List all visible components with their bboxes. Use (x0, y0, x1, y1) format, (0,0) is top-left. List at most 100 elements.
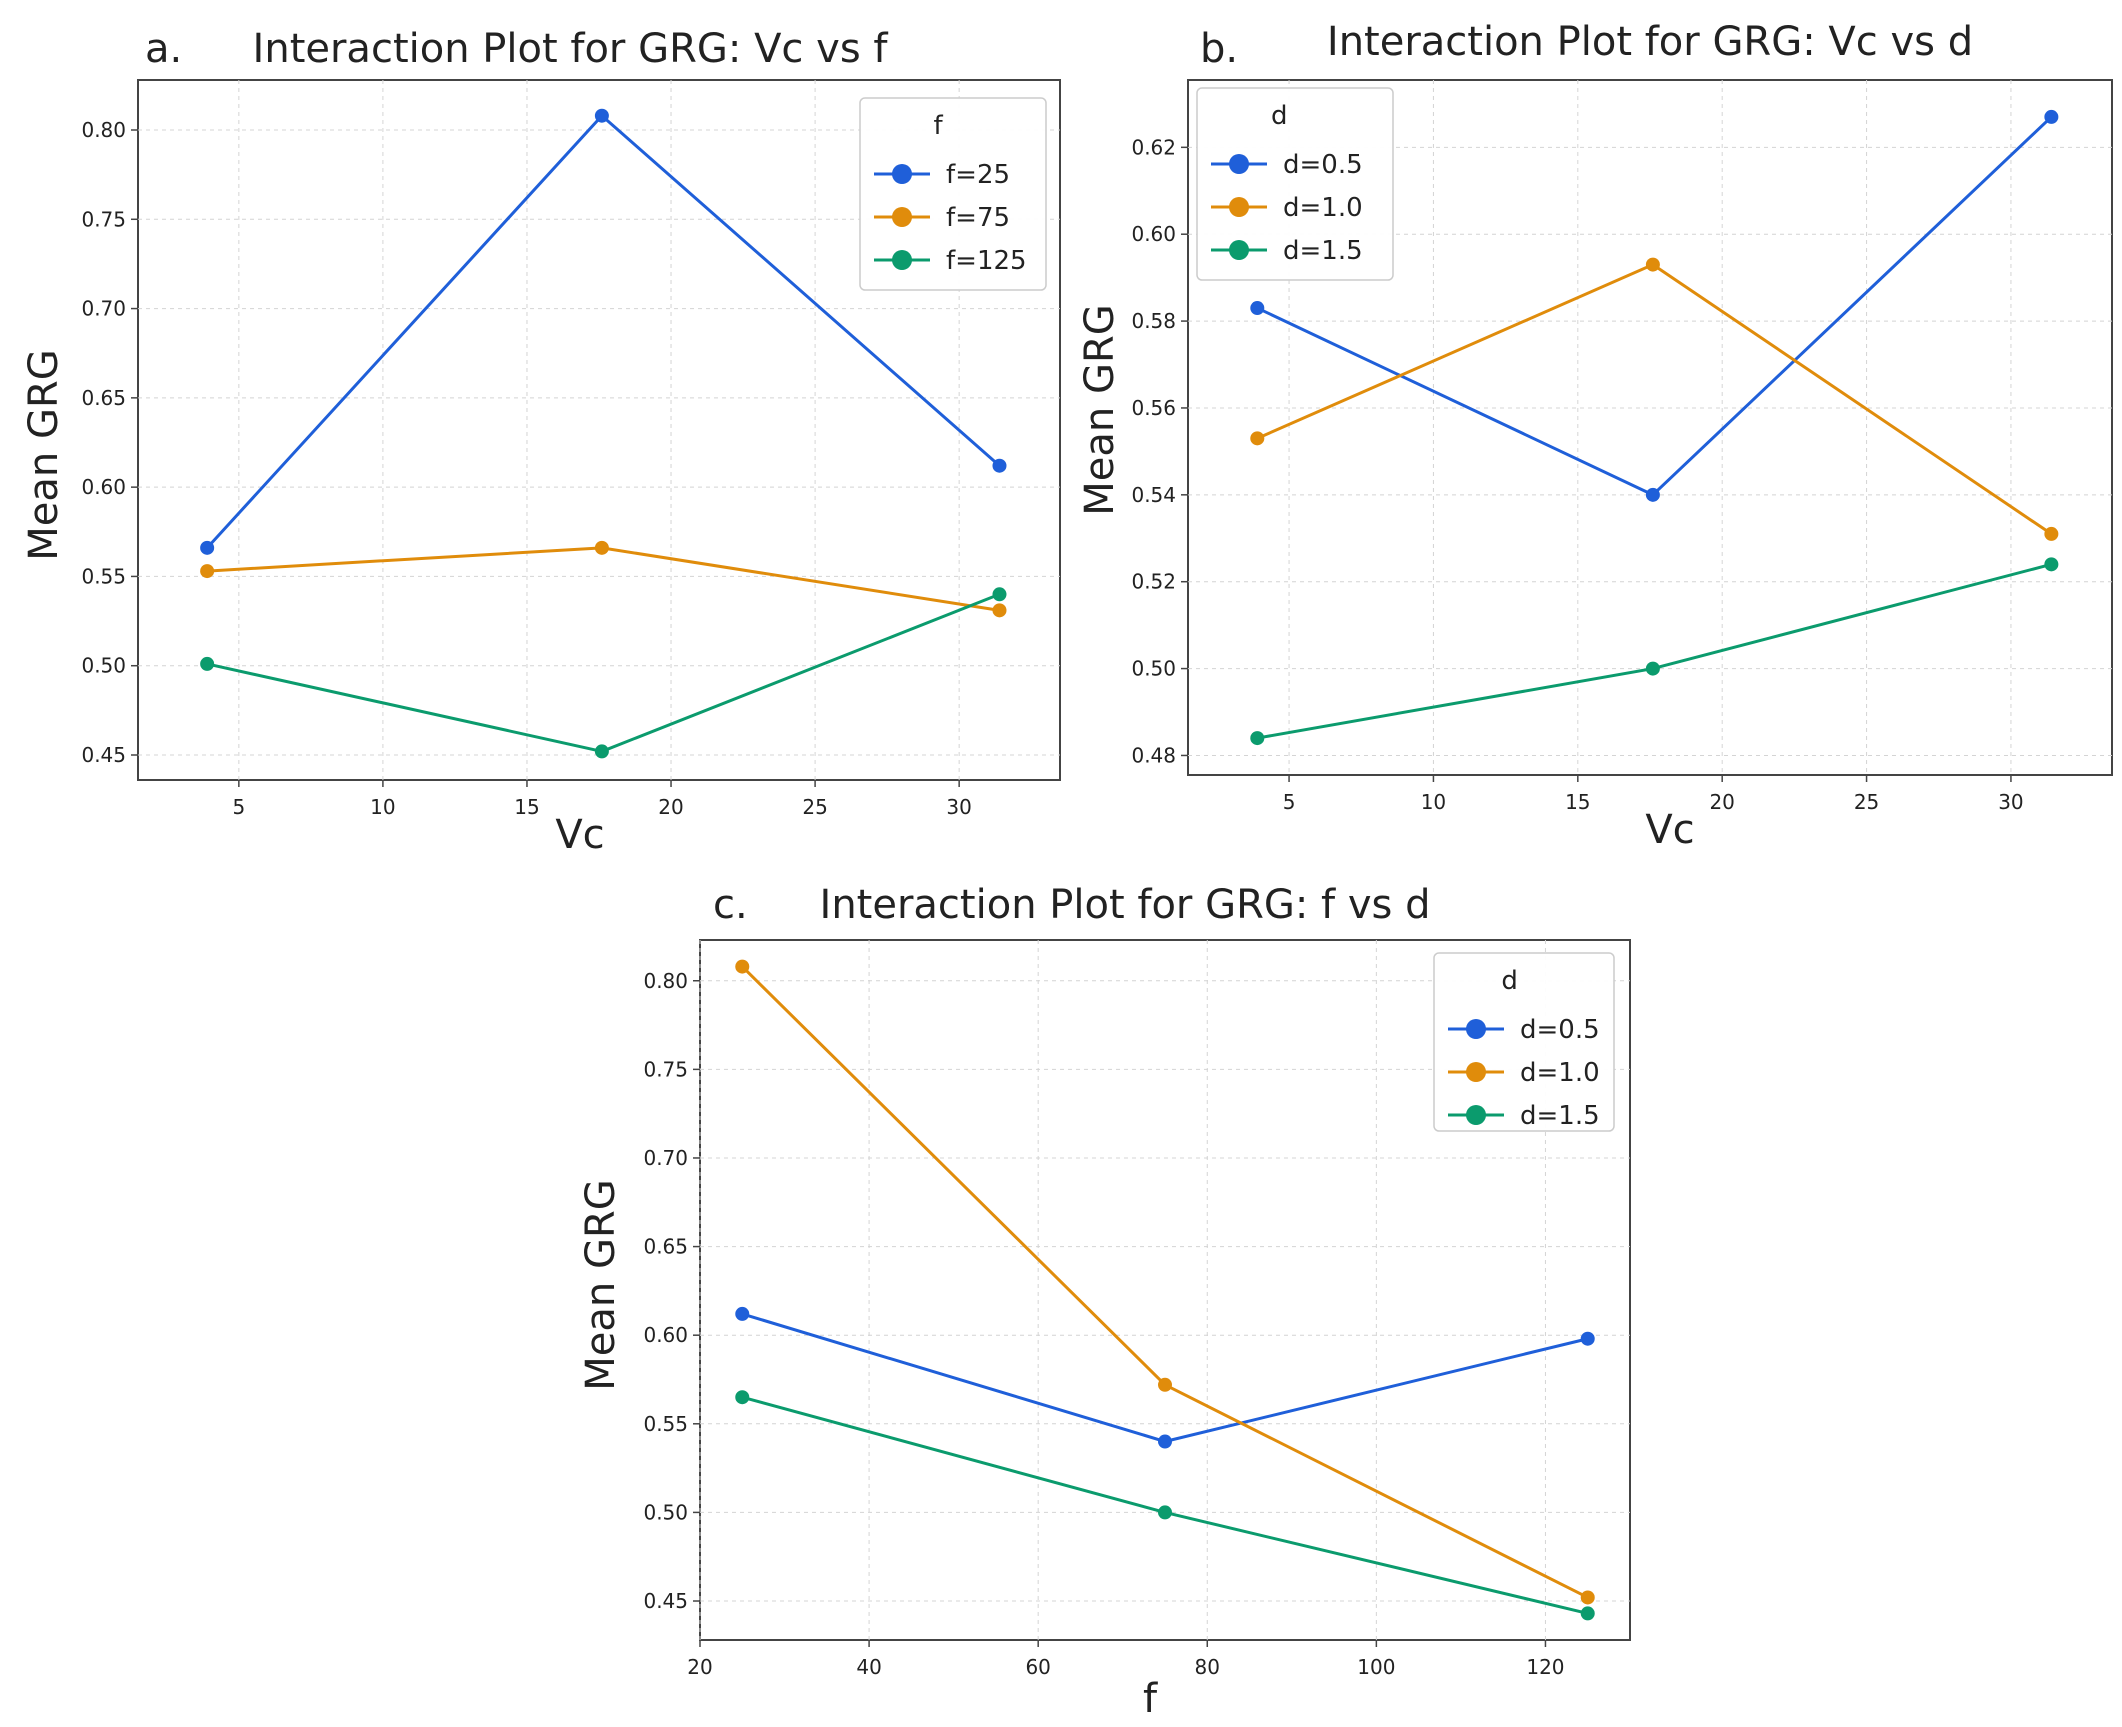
y-tick-label: 0.75 (643, 1057, 688, 1081)
y-tick-label: 0.70 (81, 297, 126, 321)
x-axis-label: Vc (555, 812, 604, 858)
x-tick-label: 20 (687, 1655, 712, 1679)
y-axis-label: Mean GRG (21, 349, 67, 560)
x-tick-label: 10 (1421, 790, 1446, 814)
data-point-f=75 (992, 603, 1007, 618)
data-point-d=1.5 (1580, 1606, 1595, 1621)
data-point-d=1.0 (2044, 526, 2059, 541)
legend-label: f=25 (946, 160, 1010, 190)
legend-marker-d=1.5 (1229, 240, 1249, 260)
legend-marker-f=75 (892, 207, 912, 227)
chart-title: Interaction Plot for GRG: f vs d (820, 882, 1431, 928)
data-point-d=0.5 (1645, 487, 1660, 502)
y-tick-label: 0.65 (81, 386, 126, 410)
x-tick-label: 40 (856, 1655, 881, 1679)
x-tick-label: 120 (1526, 1655, 1564, 1679)
data-point-d=1.5 (735, 1390, 750, 1405)
y-tick-label: 0.48 (1131, 743, 1176, 767)
legend-label: d=1.0 (1283, 193, 1363, 223)
x-tick-label: 10 (370, 795, 395, 819)
legend-label: f=75 (946, 203, 1010, 233)
data-point-d=1.0 (1580, 1590, 1595, 1605)
x-tick-label: 25 (1854, 790, 1879, 814)
data-point-d=1.0 (735, 959, 750, 974)
y-tick-label: 0.56 (1131, 396, 1176, 420)
y-tick-label: 0.50 (81, 654, 126, 678)
x-axis-label: f (1143, 1676, 1158, 1722)
legend-box (1196, 87, 1394, 281)
legend-marker-d=0.5 (1229, 154, 1249, 174)
data-point-d=1.0 (1250, 431, 1265, 446)
legend-marker-d=1.5 (1466, 1105, 1486, 1125)
y-tick-label: 0.54 (1131, 483, 1176, 507)
x-tick-label: 100 (1357, 1655, 1395, 1679)
y-tick-label: 0.52 (1131, 570, 1176, 594)
chart-vc-vs-f: a. Interaction Plot for GRG: Vc vs f Vc … (21, 26, 1061, 858)
panel-letter: b. (1200, 26, 1238, 72)
y-tick-label: 0.70 (643, 1146, 688, 1170)
legend: dd=0.5 d=1.0 d=1.5 (1433, 952, 1615, 1132)
legend-title: d (1501, 966, 1518, 996)
y-tick-label: 0.55 (81, 564, 126, 588)
y-tick-label: 0.65 (643, 1235, 688, 1259)
y-tick-label: 0.60 (81, 475, 126, 499)
legend-box (1433, 952, 1615, 1132)
legend-label: d=1.5 (1520, 1101, 1600, 1131)
data-point-f=75 (200, 564, 215, 579)
x-tick-label: 15 (1565, 790, 1590, 814)
data-point-d=1.5 (1158, 1505, 1172, 1520)
x-tick-label: 20 (1709, 790, 1734, 814)
x-tick-label: 20 (658, 795, 683, 819)
y-tick-label: 0.80 (643, 969, 688, 993)
y-axis-label: Mean GRG (1077, 304, 1123, 515)
legend: d d=0.5 d=1.0 d=1.5 (1196, 87, 1394, 281)
legend-marker-d=1.0 (1466, 1062, 1486, 1082)
data-point-d=1.0 (1645, 257, 1660, 272)
x-tick-label: 5 (1283, 790, 1296, 814)
y-tick-label: 0.62 (1131, 135, 1176, 159)
data-point-f=125 (594, 744, 609, 759)
data-point-f=75 (594, 540, 609, 555)
y-tick-label: 0.45 (81, 743, 126, 767)
legend-label: d=1.0 (1520, 1058, 1600, 1088)
panel-letter: c. (713, 882, 748, 928)
legend-title: d (1271, 101, 1288, 131)
legend-marker-f=125 (892, 250, 912, 270)
data-point-f=25 (992, 458, 1007, 473)
y-tick-label: 0.58 (1131, 309, 1176, 333)
legend-marker-d=0.5 (1466, 1019, 1486, 1039)
legend-label: d=1.5 (1283, 236, 1363, 266)
data-point-f=125 (200, 656, 215, 671)
data-point-d=1.5 (2044, 557, 2059, 572)
x-tick-label: 5 (232, 795, 245, 819)
legend-label: f=125 (946, 246, 1027, 276)
data-point-d=1.5 (1645, 661, 1660, 676)
y-tick-label: 0.60 (643, 1323, 688, 1347)
data-point-d=0.5 (1250, 301, 1265, 316)
data-point-f=125 (992, 587, 1007, 602)
legend: ff=25 f=75 f=125 (859, 97, 1047, 291)
chart-title: Interaction Plot for GRG: Vc vs d (1327, 19, 1973, 65)
panel-letter: a. (145, 26, 182, 72)
legend-title: f (934, 111, 944, 141)
data-point-f=25 (594, 108, 609, 123)
chart-f-vs-d: c. Interaction Plot for GRG: f vs d f Me… (578, 882, 1631, 1722)
x-tick-label: 15 (514, 795, 539, 819)
legend-marker-d=1.0 (1229, 197, 1249, 217)
data-point-d=0.5 (1158, 1434, 1172, 1449)
x-tick-label: 30 (946, 795, 971, 819)
chart-vc-vs-d: b. Interaction Plot for GRG: Vc vs d Vc … (1077, 19, 2113, 853)
y-tick-label: 0.75 (81, 207, 126, 231)
data-point-d=0.5 (2044, 109, 2059, 124)
y-axis-label: Mean GRG (578, 1179, 624, 1390)
data-point-d=1.5 (1250, 731, 1265, 746)
legend-label: d=0.5 (1520, 1015, 1600, 1045)
data-point-d=0.5 (735, 1306, 750, 1321)
x-tick-label: 60 (1025, 1655, 1050, 1679)
y-tick-label: 0.55 (643, 1412, 688, 1436)
data-point-f=25 (200, 540, 215, 555)
legend-label: d=0.5 (1283, 150, 1363, 180)
x-tick-label: 80 (1195, 1655, 1220, 1679)
legend-marker-f=25 (892, 164, 912, 184)
